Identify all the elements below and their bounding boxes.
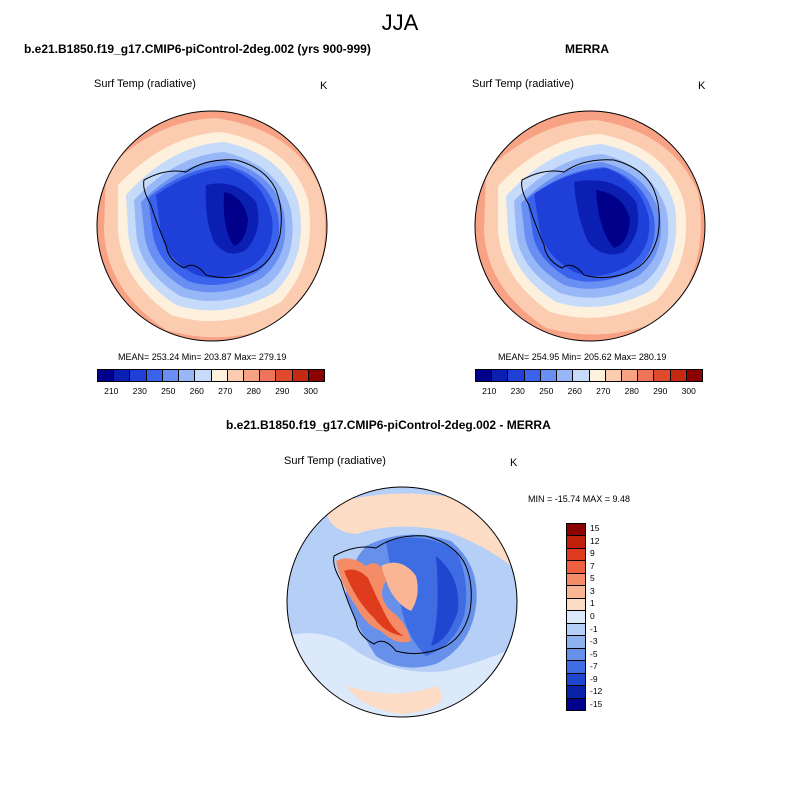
figure-title: JJA (381, 10, 419, 35)
colorbar-swatch (98, 370, 115, 381)
colorbar-tick-label: 5 (590, 573, 595, 584)
colorbar-swatch (146, 370, 163, 381)
colorbar-swatch (567, 661, 585, 674)
colorbar-tick-label: 7 (590, 560, 595, 571)
colorbar-tick-label: 3 (590, 585, 595, 596)
colorbar-swatch (670, 370, 687, 381)
colorbar-swatch (605, 370, 622, 381)
colorbar-swatch (492, 370, 509, 381)
colorbar-swatch (686, 370, 703, 381)
panel1-units: K (320, 80, 328, 92)
colorbar-tick-label: 15 (590, 523, 600, 534)
colorbar-swatch (567, 561, 585, 574)
colorbar-swatch (654, 370, 671, 381)
colorbar-tick-label: 270 (218, 386, 233, 396)
colorbar-tick-label: 230 (510, 386, 525, 396)
colorbar-swatch (567, 611, 585, 624)
colorbar-tick-label: -15 (590, 698, 603, 709)
panel2-map (474, 110, 706, 342)
colorbar-swatch (567, 598, 585, 612)
panel2-stats: MEAN= 254.95 Min= 205.62 Max= 280.19 (498, 352, 667, 362)
colorbar-swatch (573, 370, 590, 381)
colorbar-swatch (567, 673, 585, 687)
colorbar-tick-label: 1 (590, 598, 595, 609)
colorbar-tick-label: 290 (653, 386, 668, 396)
colorbar-tick-label: 290 (275, 386, 290, 396)
colorbar-swatch (621, 370, 639, 381)
colorbar-swatch (567, 686, 585, 699)
colorbar-swatch (292, 370, 309, 381)
colorbar-swatch (524, 370, 541, 381)
colorbar-swatch (162, 370, 180, 381)
panel3-stats: MIN = -15.74 MAX = 9.48 (528, 494, 631, 504)
colorbar-tick-label: 210 (104, 386, 119, 396)
colorbar-tick-label: 210 (482, 386, 497, 396)
colorbar-swatch (114, 370, 131, 381)
panel1-map (96, 110, 328, 342)
colorbar-swatch (589, 370, 606, 381)
colorbar-swatch (508, 370, 525, 381)
colorbar-tick-label: 270 (596, 386, 611, 396)
colorbar-tick-label: 230 (132, 386, 147, 396)
colorbar-swatch (557, 370, 574, 381)
panel1-colorbar-ticks: 210 230 250 260 270 280 290 300 (97, 386, 325, 398)
colorbar-swatch (567, 524, 585, 537)
colorbar-swatch (276, 370, 293, 381)
panel3-variable: Surf Temp (radiative) (284, 455, 386, 467)
colorbar-swatch (227, 370, 244, 381)
colorbar-swatch (567, 548, 585, 562)
panel2-colorbar-ticks: 210 230 250 260 270 280 290 300 (475, 386, 703, 398)
colorbar-swatch (567, 623, 585, 637)
panel2-units: K (698, 80, 706, 92)
panel1-title: b.e21.B1850.f19_g17.CMIP6-piControl-2deg… (24, 42, 371, 56)
colorbar-swatch (540, 370, 558, 381)
colorbar-tick-label: -7 (590, 661, 598, 672)
colorbar-swatch (195, 370, 212, 381)
panel3-colorbar-ticks: 15 12 9 7 5 3 1 0 -1 -3 -5 -7 -9 -12 -15 (590, 523, 620, 711)
panel1-stats: MEAN= 253.24 Min= 203.87 Max= 279.19 (118, 352, 287, 362)
colorbar-swatch (243, 370, 261, 381)
panel2-variable: Surf Temp (radiative) (472, 78, 574, 90)
colorbar-tick-label: 250 (161, 386, 176, 396)
panel3-colorbar (566, 523, 586, 711)
colorbar-tick-label: -12 (590, 686, 603, 697)
colorbar-tick-label: 0 (590, 611, 595, 621)
colorbar-swatch (567, 573, 585, 587)
colorbar-swatch (476, 370, 493, 381)
panel3-title: b.e21.B1850.f19_g17.CMIP6-piControl-2deg… (226, 418, 551, 432)
colorbar-swatch (260, 370, 277, 381)
colorbar-tick-label: 12 (590, 535, 600, 546)
colorbar-swatch (567, 698, 585, 711)
colorbar-swatch (638, 370, 655, 381)
colorbar-swatch (308, 370, 325, 381)
colorbar-tick-label: 300 (681, 386, 696, 396)
colorbar-tick-label: 260 (567, 386, 582, 396)
colorbar-swatch (211, 370, 228, 381)
colorbar-tick-label: 280 (624, 386, 639, 396)
colorbar-tick-label: 260 (189, 386, 204, 396)
colorbar-tick-label: -3 (590, 636, 598, 647)
colorbar-tick-label: -1 (590, 623, 598, 634)
panel2-colorbar (475, 369, 703, 382)
colorbar-swatch (130, 370, 147, 381)
panel1-variable: Surf Temp (radiative) (94, 78, 196, 90)
colorbar-tick-label: -9 (590, 673, 598, 684)
colorbar-tick-label: 9 (590, 548, 595, 559)
colorbar-tick-label: 280 (246, 386, 261, 396)
colorbar-swatch (179, 370, 196, 381)
panel1-colorbar (97, 369, 325, 382)
colorbar-swatch (567, 536, 585, 549)
panel2-title: MERRA (565, 42, 609, 56)
colorbar-tick-label: -5 (590, 648, 598, 659)
colorbar-tick-label: 300 (303, 386, 318, 396)
panel3-units: K (510, 457, 518, 469)
colorbar-swatch (567, 636, 585, 649)
colorbar-swatch (567, 648, 585, 662)
colorbar-tick-label: 250 (539, 386, 554, 396)
panel3-map (286, 486, 518, 718)
colorbar-swatch (567, 586, 585, 599)
